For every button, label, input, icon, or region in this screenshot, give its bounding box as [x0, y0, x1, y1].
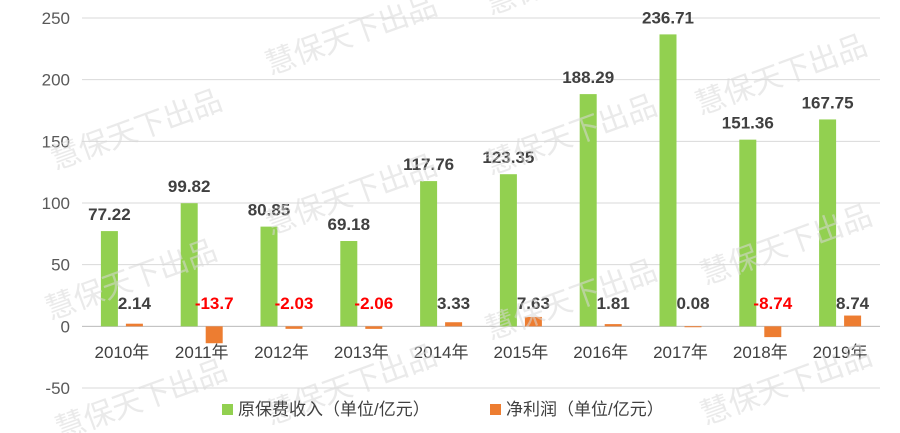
data-label-net-profit: 8.74	[836, 294, 870, 313]
data-label-premium: 188.29	[562, 68, 614, 87]
data-label-premium: 236.71	[642, 8, 694, 27]
bars	[100, 34, 862, 344]
legend-label-profit: 净利润（单位/亿元）	[506, 400, 664, 419]
bar-premium	[340, 241, 358, 327]
x-tick-label: 2013年	[334, 343, 389, 362]
data-label-premium: 80.85	[248, 201, 291, 220]
data-label-net-profit: 1.81	[597, 294, 630, 313]
data-label-net-profit: 3.33	[437, 294, 470, 313]
y-tick-label: -50	[45, 379, 70, 398]
data-label-premium: 151.36	[722, 114, 774, 133]
legend-swatch-premium	[222, 404, 233, 415]
bar-net-profit	[684, 326, 702, 328]
data-label-net-profit: -2.06	[354, 294, 393, 313]
x-tick-label: 2018年	[733, 343, 788, 362]
bar-premium	[819, 119, 837, 327]
bar-net-profit	[445, 322, 463, 327]
x-tick-label: 2012年	[254, 343, 309, 362]
watermark-text: 慧保天下出品	[46, 84, 226, 177]
bar-premium	[420, 181, 438, 327]
x-tick-label: 2017年	[653, 343, 708, 362]
x-tick-label: 2014年	[414, 343, 469, 362]
x-tick-label: 2019年	[813, 343, 868, 362]
bar-net-profit	[125, 323, 143, 327]
bar-net-profit	[365, 326, 383, 329]
bar-premium	[499, 174, 517, 327]
bar-premium	[260, 226, 278, 327]
y-tick-label: 250	[42, 9, 70, 28]
data-label-premium: 167.75	[802, 93, 854, 112]
data-label-net-profit: 0.08	[676, 294, 709, 313]
bar-premium	[739, 139, 757, 327]
bar-net-profit	[205, 326, 223, 344]
bar-net-profit	[764, 326, 782, 338]
bar-premium	[579, 94, 597, 327]
bar-premium	[659, 34, 677, 327]
data-label-premium: 117.76	[403, 155, 454, 174]
data-label-premium: 77.22	[88, 205, 131, 224]
x-tick-label: 2011年	[175, 343, 229, 362]
data-label-premium: 99.82	[168, 177, 211, 196]
data-label-net-profit: -8.74	[753, 294, 792, 313]
bar-net-profit	[285, 326, 303, 329]
x-tick-label: 2016年	[573, 343, 628, 362]
x-tick-label: 2015年	[493, 343, 548, 362]
legend: 原保费收入（单位/亿元） 净利润（单位/亿元）	[222, 400, 664, 419]
data-label-premium: 69.18	[328, 215, 371, 234]
y-axis: 250 200 150 100 50 0 -50	[42, 9, 70, 398]
data-label-net-profit: -13.7	[195, 294, 234, 313]
data-label-premium: 123.35	[482, 148, 534, 167]
watermark-text: 慧保天下出品	[696, 199, 876, 292]
y-tick-label: 100	[42, 194, 70, 213]
bar-net-profit	[524, 316, 542, 327]
bar-net-profit	[844, 315, 862, 327]
data-label-net-profit: -2.03	[275, 294, 314, 313]
watermark-text: 慧保天下出品	[261, 0, 441, 82]
bar-net-profit	[604, 324, 622, 327]
y-tick-label: 0	[61, 317, 70, 336]
legend-swatch-profit	[490, 404, 501, 415]
y-tick-label: 200	[42, 71, 70, 90]
y-tick-label: 50	[51, 256, 70, 275]
y-tick-label: 150	[42, 132, 70, 151]
watermark-text: 慧保天下出品	[51, 354, 231, 433]
value-labels: 77.22 2.14 99.82 -13.7 80.85 -2.03 69.18 -2.06 1…	[88, 8, 870, 313]
bar-premium	[100, 231, 118, 327]
data-label-net-profit: 7.63	[517, 294, 550, 313]
x-axis: 2010年 2011年 2012年 2013年 2014年 2015年 2016年 2017年…	[94, 343, 867, 362]
bar-premium	[180, 203, 198, 327]
watermark-text: 慧保天下出品	[481, 89, 661, 182]
legend-label-premium: 原保费收入（单位/亿元）	[238, 400, 430, 419]
data-label-net-profit: 2.14	[118, 294, 152, 313]
x-tick-label: 2010年	[94, 343, 149, 362]
